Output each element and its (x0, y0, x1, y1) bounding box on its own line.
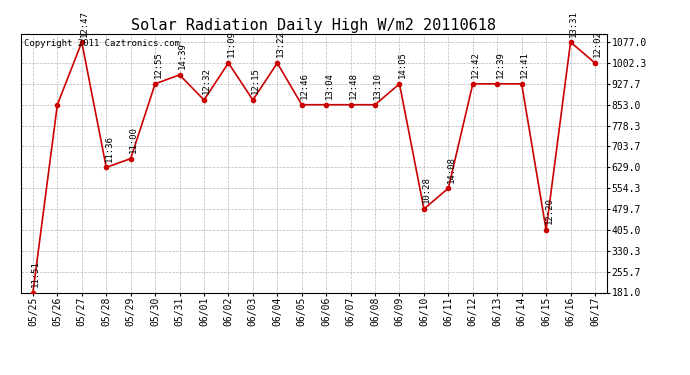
Text: 11:00: 11:00 (129, 126, 138, 153)
Text: 10:28: 10:28 (422, 177, 431, 204)
Text: 12:55: 12:55 (153, 51, 162, 78)
Text: 13:04: 13:04 (324, 72, 333, 99)
Text: 12:39: 12:39 (495, 51, 504, 78)
Text: 13:31: 13:31 (569, 10, 578, 37)
Text: 13:22: 13:22 (275, 31, 284, 57)
Text: 12:42: 12:42 (471, 51, 480, 78)
Text: 14:05: 14:05 (397, 51, 407, 78)
Text: 12:47: 12:47 (80, 10, 89, 37)
Text: 12:41: 12:41 (520, 51, 529, 78)
Text: 12:46: 12:46 (300, 72, 309, 99)
Text: 12:32: 12:32 (202, 68, 211, 94)
Text: 12:15: 12:15 (251, 68, 260, 94)
Text: Copyright 2011 Caztronics.com: Copyright 2011 Caztronics.com (23, 39, 179, 48)
Title: Solar Radiation Daily High W/m2 20110618: Solar Radiation Daily High W/m2 20110618 (132, 18, 496, 33)
Text: 11:51: 11:51 (31, 260, 40, 287)
Text: 14:39: 14:39 (178, 42, 187, 69)
Text: 12:20: 12:20 (544, 198, 553, 224)
Text: 14:08: 14:08 (446, 156, 455, 183)
Text: 12:02: 12:02 (593, 31, 602, 57)
Text: 12:48: 12:48 (349, 72, 358, 99)
Text: 11:09: 11:09 (227, 31, 236, 57)
Text: 13:10: 13:10 (373, 72, 382, 99)
Text: 11:36: 11:36 (104, 135, 114, 162)
